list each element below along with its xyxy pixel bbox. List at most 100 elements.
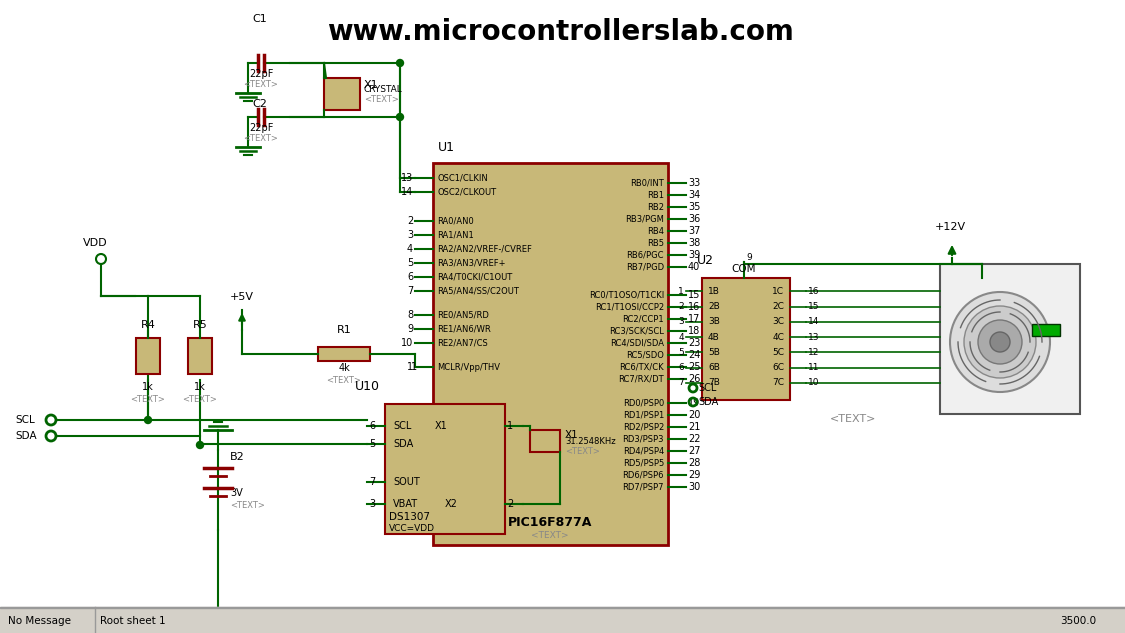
- Text: 21: 21: [688, 422, 701, 432]
- Circle shape: [144, 417, 152, 423]
- Text: 5: 5: [407, 258, 413, 268]
- Text: SCL: SCL: [15, 415, 35, 425]
- Text: 1: 1: [411, 362, 417, 372]
- Text: DS1307: DS1307: [389, 512, 430, 522]
- Text: 22: 22: [688, 434, 701, 444]
- Text: SDA: SDA: [15, 431, 37, 441]
- Text: 36: 36: [688, 214, 700, 224]
- Text: 3500.0: 3500.0: [1060, 616, 1096, 626]
- Text: RD5/PSP5: RD5/PSP5: [623, 458, 664, 468]
- Text: 9: 9: [746, 253, 752, 262]
- Text: OSC2/CLKOUT: OSC2/CLKOUT: [436, 187, 496, 196]
- Text: 29: 29: [688, 470, 701, 480]
- Text: RB3/PGM: RB3/PGM: [626, 215, 664, 223]
- Bar: [188, 338, 212, 374]
- Text: RA2/AN2/VREF-/CVREF: RA2/AN2/VREF-/CVREF: [436, 244, 532, 253]
- Text: 2B: 2B: [708, 302, 720, 311]
- Text: SOUT: SOUT: [393, 477, 420, 487]
- Text: <TEXT>: <TEXT>: [531, 530, 569, 539]
- Text: 40: 40: [688, 262, 700, 272]
- Text: U10: U10: [356, 380, 380, 393]
- Text: U2: U2: [698, 254, 714, 267]
- Text: 9: 9: [407, 324, 413, 334]
- Text: 7: 7: [369, 477, 375, 487]
- Text: RE2/AN7/CS: RE2/AN7/CS: [436, 339, 488, 348]
- Text: 6: 6: [678, 363, 684, 372]
- Text: RC1/T1OSI/CCP2: RC1/T1OSI/CCP2: [595, 303, 664, 311]
- Text: 2C: 2C: [772, 302, 784, 311]
- Text: RC7/RX/DT: RC7/RX/DT: [619, 375, 664, 384]
- Text: <TEXT>: <TEXT>: [243, 134, 279, 143]
- Text: 10: 10: [808, 379, 819, 387]
- Text: 3B: 3B: [708, 317, 720, 326]
- Text: +5V: +5V: [229, 292, 254, 302]
- Text: 3: 3: [407, 230, 413, 240]
- Text: 11: 11: [808, 363, 819, 372]
- Text: <TEXT>: <TEXT>: [565, 447, 600, 456]
- Text: RD0/PSP0: RD0/PSP0: [623, 399, 664, 408]
- Text: 1k: 1k: [195, 382, 206, 392]
- Text: CRYSTAL: CRYSTAL: [364, 85, 403, 94]
- Circle shape: [950, 292, 1050, 392]
- Bar: [702, 278, 790, 400]
- Text: 2: 2: [507, 499, 513, 509]
- Text: 34: 34: [688, 190, 700, 200]
- Text: RD7/PSP7: RD7/PSP7: [622, 482, 664, 491]
- Text: 35: 35: [688, 202, 701, 212]
- Text: +12V: +12V: [935, 222, 966, 232]
- Text: 20: 20: [688, 410, 701, 420]
- Text: 2: 2: [678, 302, 684, 311]
- Text: R4: R4: [141, 320, 155, 330]
- Text: RB0/INT: RB0/INT: [630, 179, 664, 187]
- Text: 23: 23: [688, 338, 701, 348]
- Text: <TEXT>: <TEXT>: [130, 395, 165, 404]
- Text: <TEXT>: <TEXT>: [229, 501, 264, 510]
- Text: RC5/SDO: RC5/SDO: [627, 351, 664, 360]
- Text: 28: 28: [688, 458, 701, 468]
- Text: 7C: 7C: [772, 379, 784, 387]
- Text: 22pF: 22pF: [249, 123, 273, 133]
- Text: X1: X1: [565, 430, 578, 440]
- Bar: [0, 607, 1125, 608]
- Text: <TEXT>: <TEXT>: [364, 95, 399, 104]
- Text: VCC=VDD: VCC=VDD: [389, 524, 435, 533]
- Text: 3C: 3C: [772, 317, 784, 326]
- Text: 1k: 1k: [142, 382, 154, 392]
- Text: 26: 26: [688, 374, 701, 384]
- Text: 18: 18: [688, 326, 700, 336]
- Bar: [1032, 324, 1060, 336]
- Bar: [318, 347, 370, 361]
- Text: 13: 13: [808, 332, 819, 341]
- Text: 7B: 7B: [708, 379, 720, 387]
- Circle shape: [396, 113, 404, 120]
- Text: C1: C1: [253, 14, 268, 24]
- Text: 25: 25: [688, 362, 701, 372]
- Circle shape: [990, 332, 1010, 352]
- Text: <TEXT>: <TEXT>: [830, 414, 876, 424]
- Text: www.microcontrollerslab.com: www.microcontrollerslab.com: [326, 18, 793, 46]
- Text: 10: 10: [400, 338, 413, 348]
- Text: 37: 37: [688, 226, 701, 236]
- Text: COM: COM: [731, 264, 756, 274]
- Text: 1B: 1B: [708, 287, 720, 296]
- Text: RE1/AN6/WR: RE1/AN6/WR: [436, 325, 490, 334]
- Text: SCL: SCL: [393, 421, 412, 431]
- Text: RD2/PSP2: RD2/PSP2: [623, 422, 664, 432]
- Text: 22pF: 22pF: [249, 69, 273, 79]
- Circle shape: [396, 60, 404, 66]
- Text: C2: C2: [252, 99, 268, 109]
- Text: X1: X1: [364, 80, 379, 90]
- Text: 5C: 5C: [772, 348, 784, 357]
- Text: RC3/SCK/SCL: RC3/SCK/SCL: [609, 327, 664, 335]
- Text: RD4/PSP4: RD4/PSP4: [623, 446, 664, 456]
- Text: 4k: 4k: [339, 363, 350, 373]
- Text: R1: R1: [336, 325, 351, 335]
- Bar: [0, 607, 1125, 633]
- Text: RC6/TX/CK: RC6/TX/CK: [620, 363, 664, 372]
- Text: RA3/AN3/VREF+: RA3/AN3/VREF+: [436, 258, 505, 268]
- Text: 6: 6: [407, 272, 413, 282]
- Bar: [136, 338, 160, 374]
- Text: 1: 1: [407, 362, 413, 372]
- Text: SCL: SCL: [698, 383, 717, 393]
- Text: 15: 15: [688, 290, 701, 300]
